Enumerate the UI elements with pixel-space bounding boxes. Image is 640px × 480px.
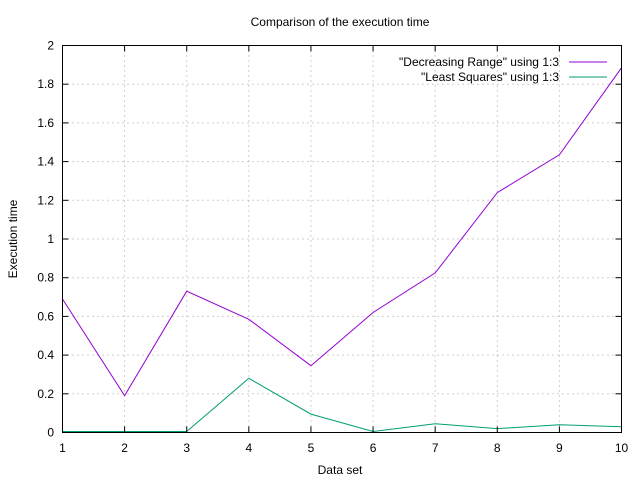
y-tick-label: 1.6 bbox=[37, 116, 54, 130]
chart-title: Comparison of the execution time bbox=[251, 15, 430, 29]
y-tick-label: 0.4 bbox=[37, 348, 54, 362]
legend: "Decreasing Range" using 1:3"Least Squar… bbox=[399, 55, 607, 84]
grid bbox=[62, 45, 622, 433]
y-tick-label: 1.8 bbox=[37, 77, 54, 91]
x-tick-label: 7 bbox=[432, 441, 439, 455]
series-lines bbox=[62, 67, 622, 433]
x-tick-label: 1 bbox=[59, 441, 66, 455]
y-axis-label: Execution time bbox=[6, 199, 20, 278]
x-tick-label: 3 bbox=[183, 441, 190, 455]
y-tick-label: 1.4 bbox=[37, 155, 54, 169]
y-tick-label: 1 bbox=[47, 232, 54, 246]
y-tick-label: 0.8 bbox=[37, 271, 54, 285]
x-tick-label: 9 bbox=[556, 441, 563, 455]
axis-ticks bbox=[62, 45, 622, 433]
series-line-0 bbox=[62, 67, 622, 397]
y-tick-label: 1.2 bbox=[37, 193, 54, 207]
x-tick-label: 6 bbox=[370, 441, 377, 455]
x-tick-label: 5 bbox=[308, 441, 315, 455]
series-line-1 bbox=[62, 377, 622, 433]
legend-label-1: "Least Squares" using 1:3 bbox=[421, 70, 559, 84]
y-tick-labels: 0 0.2 0.4 0.6 0.8 1 1.2 1.4 1.6 1.8 2 bbox=[37, 39, 54, 440]
y-tick-label: 0 bbox=[47, 426, 54, 440]
x-axis-label: Data set bbox=[318, 463, 363, 477]
x-tick-label: 8 bbox=[494, 441, 501, 455]
legend-label-0: "Decreasing Range" using 1:3 bbox=[399, 55, 559, 69]
y-tick-label: 2 bbox=[47, 39, 54, 53]
x-tick-labels: 1 2 3 4 5 6 7 8 9 10 bbox=[59, 441, 628, 455]
y-tick-label: 0.6 bbox=[37, 309, 54, 323]
y-tick-label: 0.2 bbox=[37, 387, 54, 401]
x-tick-label: 4 bbox=[245, 441, 252, 455]
x-tick-label: 10 bbox=[615, 441, 629, 455]
x-tick-label: 2 bbox=[121, 441, 128, 455]
